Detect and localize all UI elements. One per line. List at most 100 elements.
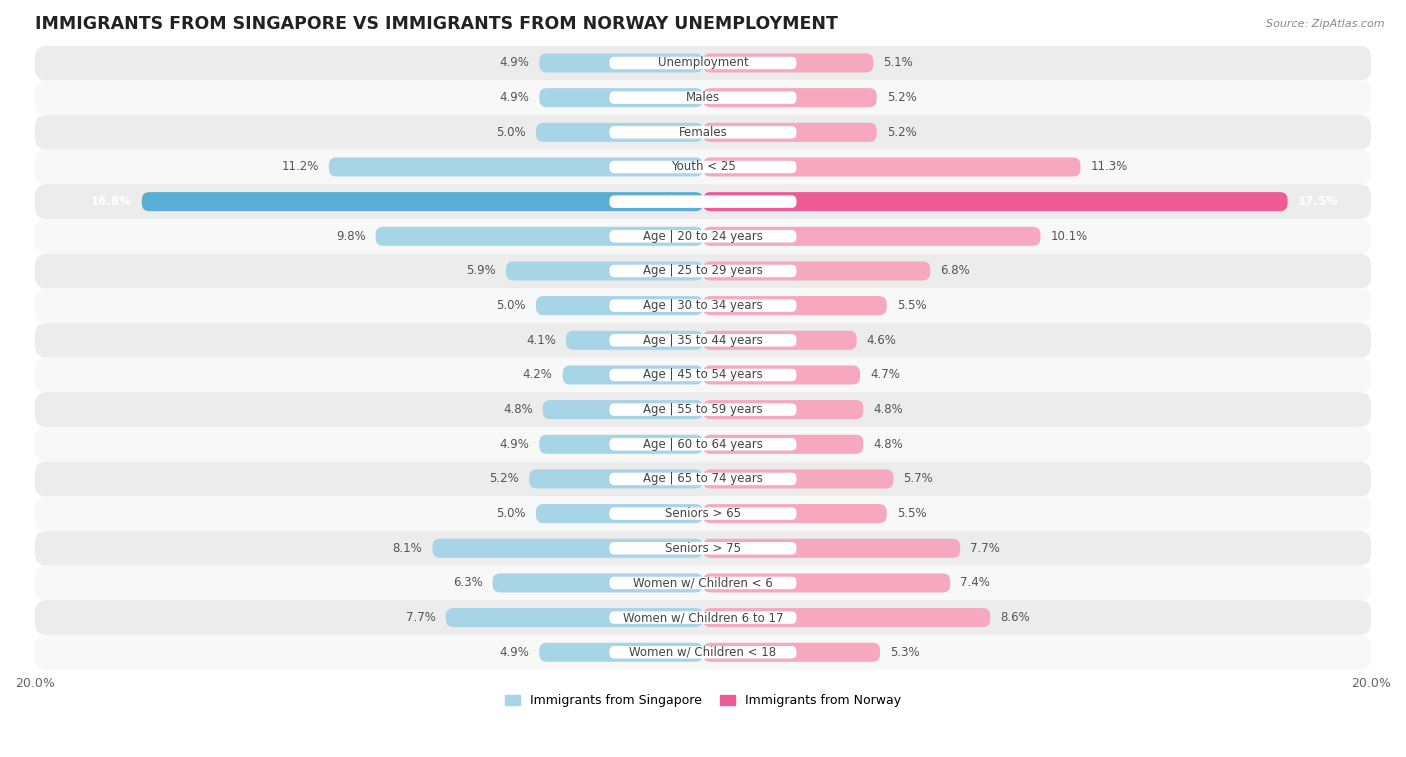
FancyBboxPatch shape — [703, 539, 960, 558]
FancyBboxPatch shape — [35, 115, 1371, 150]
FancyBboxPatch shape — [35, 427, 1371, 462]
Text: 8.1%: 8.1% — [392, 542, 422, 555]
FancyBboxPatch shape — [540, 435, 703, 454]
Text: Age | 16 to 19 years: Age | 16 to 19 years — [643, 195, 763, 208]
FancyBboxPatch shape — [609, 92, 797, 104]
Text: 4.7%: 4.7% — [870, 369, 900, 382]
FancyBboxPatch shape — [536, 504, 703, 523]
Text: 16.8%: 16.8% — [91, 195, 132, 208]
FancyBboxPatch shape — [35, 150, 1371, 184]
FancyBboxPatch shape — [703, 504, 887, 523]
FancyBboxPatch shape — [35, 357, 1371, 392]
Text: Age | 35 to 44 years: Age | 35 to 44 years — [643, 334, 763, 347]
Text: 5.2%: 5.2% — [489, 472, 519, 485]
Text: 5.3%: 5.3% — [890, 646, 920, 659]
FancyBboxPatch shape — [142, 192, 703, 211]
FancyBboxPatch shape — [703, 123, 877, 142]
Text: Women w/ Children < 6: Women w/ Children < 6 — [633, 576, 773, 590]
FancyBboxPatch shape — [536, 296, 703, 315]
FancyBboxPatch shape — [609, 160, 797, 173]
Legend: Immigrants from Singapore, Immigrants from Norway: Immigrants from Singapore, Immigrants fr… — [505, 694, 901, 707]
Text: 11.2%: 11.2% — [281, 160, 319, 173]
FancyBboxPatch shape — [703, 331, 856, 350]
Text: 5.2%: 5.2% — [887, 126, 917, 139]
FancyBboxPatch shape — [609, 369, 797, 382]
FancyBboxPatch shape — [492, 573, 703, 593]
FancyBboxPatch shape — [703, 192, 1288, 211]
FancyBboxPatch shape — [609, 195, 797, 208]
FancyBboxPatch shape — [540, 54, 703, 73]
FancyBboxPatch shape — [35, 392, 1371, 427]
FancyBboxPatch shape — [35, 497, 1371, 531]
FancyBboxPatch shape — [609, 230, 797, 242]
Text: 5.9%: 5.9% — [467, 264, 496, 278]
FancyBboxPatch shape — [609, 57, 797, 69]
Text: 6.8%: 6.8% — [941, 264, 970, 278]
FancyBboxPatch shape — [35, 184, 1371, 219]
Text: 6.3%: 6.3% — [453, 576, 482, 590]
FancyBboxPatch shape — [609, 126, 797, 139]
Text: 5.7%: 5.7% — [904, 472, 934, 485]
FancyBboxPatch shape — [609, 507, 797, 520]
Text: 10.1%: 10.1% — [1050, 230, 1088, 243]
Text: 5.5%: 5.5% — [897, 507, 927, 520]
FancyBboxPatch shape — [540, 643, 703, 662]
FancyBboxPatch shape — [446, 608, 703, 627]
FancyBboxPatch shape — [609, 403, 797, 416]
FancyBboxPatch shape — [540, 88, 703, 107]
Text: 11.3%: 11.3% — [1091, 160, 1128, 173]
Text: 5.0%: 5.0% — [496, 126, 526, 139]
Text: 7.7%: 7.7% — [970, 542, 1000, 555]
FancyBboxPatch shape — [609, 334, 797, 347]
Text: Youth < 25: Youth < 25 — [671, 160, 735, 173]
FancyBboxPatch shape — [609, 646, 797, 659]
Text: Age | 25 to 29 years: Age | 25 to 29 years — [643, 264, 763, 278]
Text: Age | 30 to 34 years: Age | 30 to 34 years — [643, 299, 763, 312]
FancyBboxPatch shape — [35, 531, 1371, 565]
Text: Seniors > 75: Seniors > 75 — [665, 542, 741, 555]
Text: Women w/ Children 6 to 17: Women w/ Children 6 to 17 — [623, 611, 783, 624]
Text: 4.9%: 4.9% — [499, 91, 529, 104]
FancyBboxPatch shape — [703, 573, 950, 593]
FancyBboxPatch shape — [35, 600, 1371, 635]
FancyBboxPatch shape — [35, 462, 1371, 497]
FancyBboxPatch shape — [703, 643, 880, 662]
FancyBboxPatch shape — [562, 366, 703, 385]
FancyBboxPatch shape — [35, 635, 1371, 670]
FancyBboxPatch shape — [703, 366, 860, 385]
FancyBboxPatch shape — [609, 472, 797, 485]
Text: Age | 60 to 64 years: Age | 60 to 64 years — [643, 438, 763, 450]
Text: Unemployment: Unemployment — [658, 57, 748, 70]
Text: Age | 55 to 59 years: Age | 55 to 59 years — [643, 403, 763, 416]
FancyBboxPatch shape — [703, 296, 887, 315]
Text: Seniors > 65: Seniors > 65 — [665, 507, 741, 520]
Text: Age | 65 to 74 years: Age | 65 to 74 years — [643, 472, 763, 485]
FancyBboxPatch shape — [35, 565, 1371, 600]
Text: 4.9%: 4.9% — [499, 438, 529, 450]
FancyBboxPatch shape — [609, 542, 797, 555]
Text: 7.7%: 7.7% — [406, 611, 436, 624]
FancyBboxPatch shape — [609, 612, 797, 624]
FancyBboxPatch shape — [35, 254, 1371, 288]
FancyBboxPatch shape — [543, 400, 703, 419]
Text: 4.8%: 4.8% — [503, 403, 533, 416]
FancyBboxPatch shape — [703, 608, 990, 627]
Text: 7.4%: 7.4% — [960, 576, 990, 590]
FancyBboxPatch shape — [35, 219, 1371, 254]
FancyBboxPatch shape — [433, 539, 703, 558]
FancyBboxPatch shape — [703, 88, 877, 107]
Text: 8.6%: 8.6% — [1000, 611, 1031, 624]
Text: 5.0%: 5.0% — [496, 299, 526, 312]
FancyBboxPatch shape — [609, 265, 797, 277]
FancyBboxPatch shape — [703, 157, 1080, 176]
Text: 4.6%: 4.6% — [866, 334, 897, 347]
FancyBboxPatch shape — [703, 54, 873, 73]
FancyBboxPatch shape — [703, 261, 931, 281]
FancyBboxPatch shape — [609, 438, 797, 450]
Text: 5.0%: 5.0% — [496, 507, 526, 520]
FancyBboxPatch shape — [609, 300, 797, 312]
Text: Age | 45 to 54 years: Age | 45 to 54 years — [643, 369, 763, 382]
Text: Source: ZipAtlas.com: Source: ZipAtlas.com — [1267, 19, 1385, 29]
FancyBboxPatch shape — [609, 577, 797, 589]
Text: Males: Males — [686, 91, 720, 104]
